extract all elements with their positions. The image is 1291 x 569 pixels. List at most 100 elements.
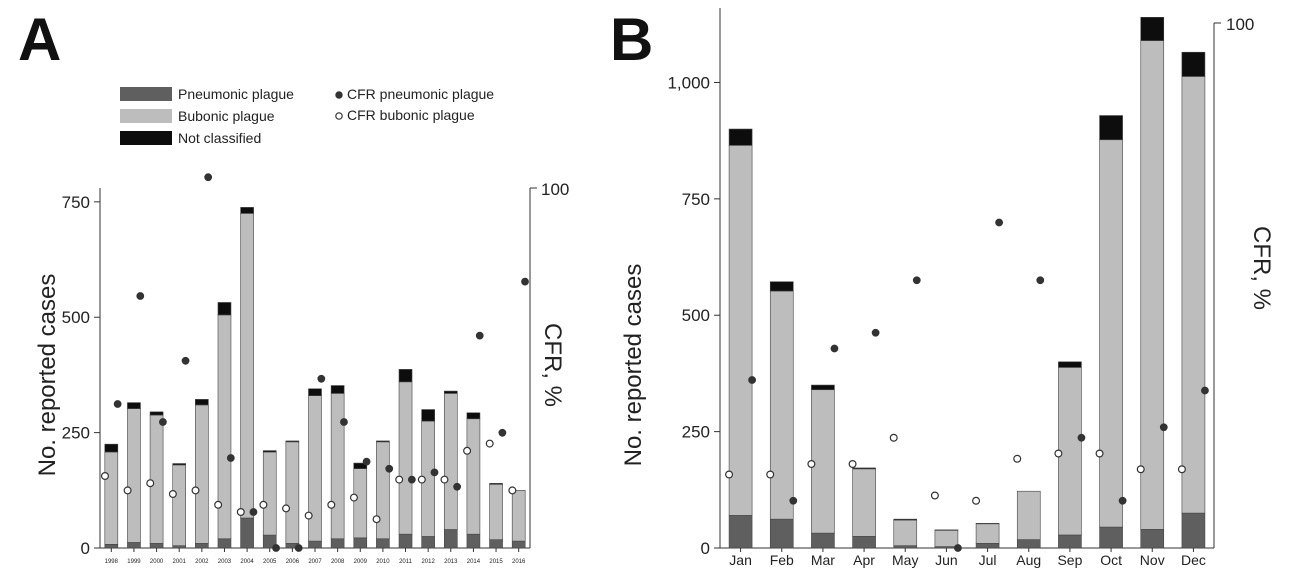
- x-tick-label: Jun: [935, 552, 958, 568]
- bar-segment-pneumonic: [217, 538, 232, 549]
- bar-segment-pneumonic: [330, 538, 345, 549]
- cfr-pneumonic-point: [136, 292, 145, 300]
- bar-segment-pneumonic: [308, 540, 322, 549]
- bar-segment-unclassified: [893, 518, 918, 521]
- cfr-pneumonic-point: [453, 482, 462, 491]
- cfr-pneumonic-point: [995, 218, 1004, 227]
- cfr-bubonic-point: [417, 475, 426, 484]
- bar-segment-pneumonic: [353, 537, 368, 549]
- bar-segment-pneumonic: [104, 544, 119, 549]
- bar-segment-pneumonic: [1058, 534, 1082, 549]
- cfr-bubonic-point: [100, 472, 109, 481]
- x-tick-label: Oct: [1100, 552, 1122, 568]
- cfr-pneumonic-point: [317, 374, 326, 383]
- panel-b-plot: 0 250 500 750 1,000 Jan Feb Mar Apr May Jun Jul Aug S…: [667, 8, 1221, 568]
- bar-segment-bubonic: [262, 451, 277, 536]
- cfr-bubonic-point: [304, 511, 313, 520]
- cfr-bubonic-point: [327, 500, 336, 509]
- cfr-bubonic-point: [972, 496, 981, 505]
- x-tick-label: Feb: [770, 552, 794, 568]
- bar-segment-bubonic: [443, 393, 458, 530]
- bar-segment-pneumonic: [398, 533, 413, 549]
- bar-segment-bubonic: [975, 523, 1000, 544]
- y-tick-label: 0: [701, 539, 710, 558]
- cfr-pneumonic-point: [498, 428, 507, 437]
- x-tick-label: 2004: [240, 559, 254, 565]
- cfr-pneumonic-point: [294, 544, 303, 552]
- y-tick-label: 500: [62, 308, 90, 327]
- x-tick-label: 2005: [263, 559, 277, 565]
- legend-marker-cfr-pneumonic: [335, 91, 343, 99]
- cfr-bubonic-point: [168, 490, 177, 499]
- cfr-pneumonic-point: [362, 457, 371, 466]
- bar-segment-pneumonic: [195, 543, 209, 549]
- cfr-bubonic-point: [1136, 465, 1145, 474]
- x-tick-label: Mar: [811, 552, 835, 568]
- bar-segment-bubonic: [811, 389, 835, 534]
- y-tick-label: 0: [81, 539, 90, 558]
- legend-swatch-unclassified: [120, 131, 172, 145]
- bar-segment-pneumonic: [893, 545, 918, 549]
- bar-segment-bubonic: [149, 414, 164, 544]
- cfr-bubonic-point: [1013, 454, 1022, 463]
- panel-a-y2label: CFR, %: [539, 323, 566, 407]
- bar-segment-unclassified: [443, 390, 458, 394]
- cfr-bubonic-point: [508, 486, 517, 495]
- x-tick-label: 2001: [173, 559, 187, 565]
- cfr-pneumonic-point: [159, 418, 167, 426]
- cfr-bubonic-point: [766, 470, 775, 479]
- y-tick-label: 750: [682, 190, 710, 209]
- cfr-bubonic-point: [236, 508, 245, 517]
- x-tick-label: 2000: [150, 559, 164, 565]
- bar-segment-unclassified: [398, 369, 413, 383]
- bar-segment-pneumonic: [728, 515, 753, 549]
- cfr-bubonic-point: [463, 446, 472, 455]
- y-tick-label: 250: [682, 423, 710, 442]
- bar-segment-unclassified: [308, 388, 322, 396]
- panel-a-plot: 0 250 500 750 1998 1999 2000 2001 2002 2003 2004 20…: [62, 173, 537, 565]
- bar-segment-bubonic: [127, 408, 141, 543]
- bar-segment-bubonic: [1099, 139, 1123, 528]
- cfr-pneumonic-point: [430, 468, 439, 477]
- bar-segment-unclassified: [1140, 17, 1165, 41]
- x-tick-label: Aug: [1016, 552, 1041, 568]
- bar-segment-bubonic: [466, 418, 481, 535]
- cfr-bubonic-point: [146, 479, 155, 488]
- x-tick-label: Apr: [853, 552, 875, 568]
- x-tick-label: Sep: [1057, 552, 1082, 568]
- bar-segment-unclassified: [728, 128, 753, 146]
- panel-b-letter: B: [610, 6, 653, 73]
- x-tick-label: 2015: [489, 559, 503, 565]
- bar-segment-unclassified: [811, 384, 835, 391]
- bar-segment-pneumonic: [511, 540, 526, 549]
- bar-segment-unclassified: [330, 385, 345, 394]
- cfr-bubonic-point: [1177, 465, 1186, 474]
- bar-segment-bubonic: [308, 395, 322, 542]
- y-tick-label: 250: [62, 424, 90, 443]
- legend-marker-cfr-bubonic: [335, 112, 343, 120]
- x-tick-label: 2006: [286, 559, 300, 565]
- x-tick-label: Jan: [729, 552, 752, 568]
- bar-segment-pneumonic: [421, 536, 435, 549]
- bar-segment-bubonic: [511, 490, 526, 542]
- legend-a: Pneumonic plague Bubonic plague Not clas…: [120, 86, 494, 146]
- cfr-bubonic-point: [214, 500, 223, 509]
- cfr-bubonic-point: [259, 500, 268, 509]
- bar-segment-pneumonic: [149, 543, 164, 549]
- bar-segment-bubonic: [172, 464, 187, 546]
- cfr-pneumonic-point: [407, 475, 416, 484]
- bar-segment-pneumonic: [489, 539, 503, 549]
- bar-segment-bubonic: [1016, 490, 1041, 540]
- bar-segment-unclassified: [1099, 115, 1123, 141]
- bar-segment-unclassified: [262, 450, 277, 453]
- bar-segment-unclassified: [149, 411, 164, 416]
- cfr-pneumonic-point: [385, 464, 394, 473]
- bar-segment-pneumonic: [1181, 512, 1206, 549]
- x-tick-label: 2016: [512, 559, 526, 565]
- bar-segment-unclassified: [489, 483, 503, 485]
- bar-segment-bubonic: [893, 519, 918, 546]
- bar-segment-bubonic: [728, 145, 753, 516]
- bar-segment-pneumonic: [127, 542, 141, 549]
- panel-a-ylabel: No. reported cases: [34, 274, 61, 477]
